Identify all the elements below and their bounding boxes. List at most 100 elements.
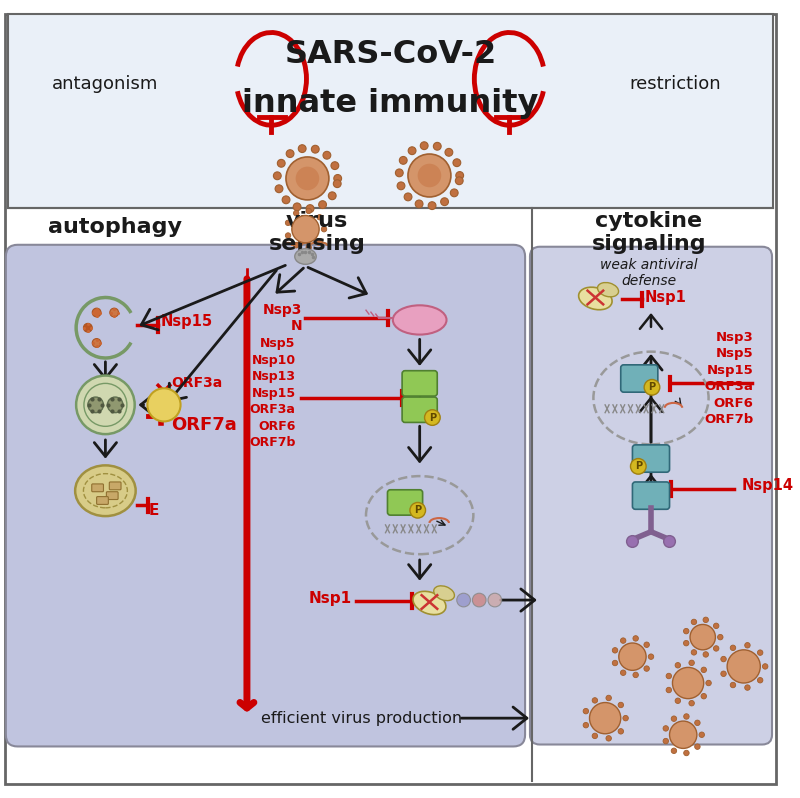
Circle shape [293, 203, 301, 211]
Text: Nsp1: Nsp1 [308, 591, 351, 606]
Circle shape [428, 202, 436, 210]
Circle shape [699, 732, 705, 737]
Circle shape [408, 147, 416, 155]
Circle shape [306, 208, 311, 214]
Circle shape [644, 642, 650, 647]
Circle shape [721, 656, 726, 662]
Text: restriction: restriction [630, 75, 722, 93]
Text: SARS-CoV-2: SARS-CoV-2 [284, 39, 497, 70]
Circle shape [691, 619, 697, 625]
Text: Nsp3
Nsp5
Nsp15
ORF3a
ORF6
ORF7b: Nsp3 Nsp5 Nsp15 ORF3a ORF6 ORF7b [704, 330, 754, 426]
Circle shape [399, 156, 407, 164]
Circle shape [666, 674, 671, 679]
Circle shape [714, 623, 719, 629]
Circle shape [83, 323, 92, 332]
Circle shape [703, 617, 709, 622]
FancyBboxPatch shape [106, 492, 118, 500]
Ellipse shape [434, 586, 454, 601]
Circle shape [76, 376, 134, 434]
Ellipse shape [75, 465, 136, 516]
Circle shape [590, 702, 621, 734]
Circle shape [714, 646, 719, 651]
Circle shape [418, 164, 442, 188]
Text: Nsp1: Nsp1 [644, 290, 686, 305]
Circle shape [592, 733, 598, 739]
Circle shape [88, 397, 103, 413]
FancyBboxPatch shape [97, 496, 108, 504]
FancyBboxPatch shape [6, 245, 525, 746]
Circle shape [618, 729, 623, 734]
Circle shape [445, 148, 453, 156]
Circle shape [633, 636, 638, 641]
Circle shape [395, 169, 403, 177]
Circle shape [701, 693, 706, 699]
Text: Nsp3: Nsp3 [263, 303, 302, 317]
Text: N: N [291, 318, 302, 333]
Circle shape [434, 142, 441, 150]
Text: Nsp15: Nsp15 [161, 314, 213, 330]
Circle shape [456, 172, 464, 180]
Circle shape [488, 593, 502, 607]
Circle shape [706, 680, 711, 685]
Circle shape [294, 243, 299, 248]
Text: autophagy: autophagy [48, 217, 182, 237]
Circle shape [675, 662, 681, 668]
Circle shape [630, 459, 646, 474]
Circle shape [745, 642, 750, 648]
Circle shape [472, 593, 486, 607]
Circle shape [644, 666, 650, 671]
Circle shape [730, 645, 736, 650]
Circle shape [410, 503, 426, 518]
Circle shape [745, 685, 750, 690]
Text: ORF3a: ORF3a [171, 377, 222, 390]
Circle shape [727, 650, 760, 683]
Circle shape [425, 409, 440, 425]
Circle shape [294, 211, 299, 215]
Circle shape [441, 198, 449, 206]
Circle shape [663, 738, 669, 744]
Text: P: P [649, 382, 655, 393]
Circle shape [671, 748, 677, 753]
Circle shape [408, 154, 451, 197]
Circle shape [457, 593, 470, 607]
Circle shape [415, 200, 423, 207]
Circle shape [644, 380, 660, 395]
Circle shape [670, 721, 697, 749]
Circle shape [691, 650, 697, 655]
Circle shape [718, 634, 723, 640]
Circle shape [334, 175, 342, 182]
Circle shape [292, 215, 319, 243]
Text: efficient virus production: efficient virus production [261, 711, 462, 725]
Circle shape [286, 220, 290, 226]
Circle shape [683, 628, 689, 634]
Circle shape [453, 159, 461, 167]
Circle shape [306, 245, 311, 250]
Circle shape [317, 239, 322, 244]
Circle shape [758, 650, 763, 655]
Ellipse shape [294, 249, 316, 264]
Circle shape [606, 736, 611, 741]
Circle shape [683, 641, 689, 646]
Circle shape [397, 182, 405, 190]
Circle shape [684, 713, 689, 719]
Circle shape [286, 157, 329, 200]
FancyBboxPatch shape [5, 14, 776, 784]
Circle shape [107, 397, 123, 413]
Text: virus
sensing: virus sensing [269, 211, 366, 254]
FancyBboxPatch shape [402, 371, 438, 396]
Circle shape [663, 725, 669, 731]
Circle shape [286, 233, 290, 239]
Circle shape [450, 189, 458, 197]
Circle shape [147, 389, 181, 421]
Circle shape [621, 638, 626, 643]
Circle shape [626, 535, 638, 547]
Circle shape [110, 308, 118, 317]
Circle shape [684, 750, 689, 756]
Circle shape [690, 625, 715, 650]
Circle shape [323, 152, 330, 159]
Circle shape [92, 308, 101, 317]
Circle shape [648, 654, 654, 659]
Circle shape [721, 671, 726, 677]
Circle shape [322, 227, 326, 232]
Circle shape [282, 196, 290, 203]
